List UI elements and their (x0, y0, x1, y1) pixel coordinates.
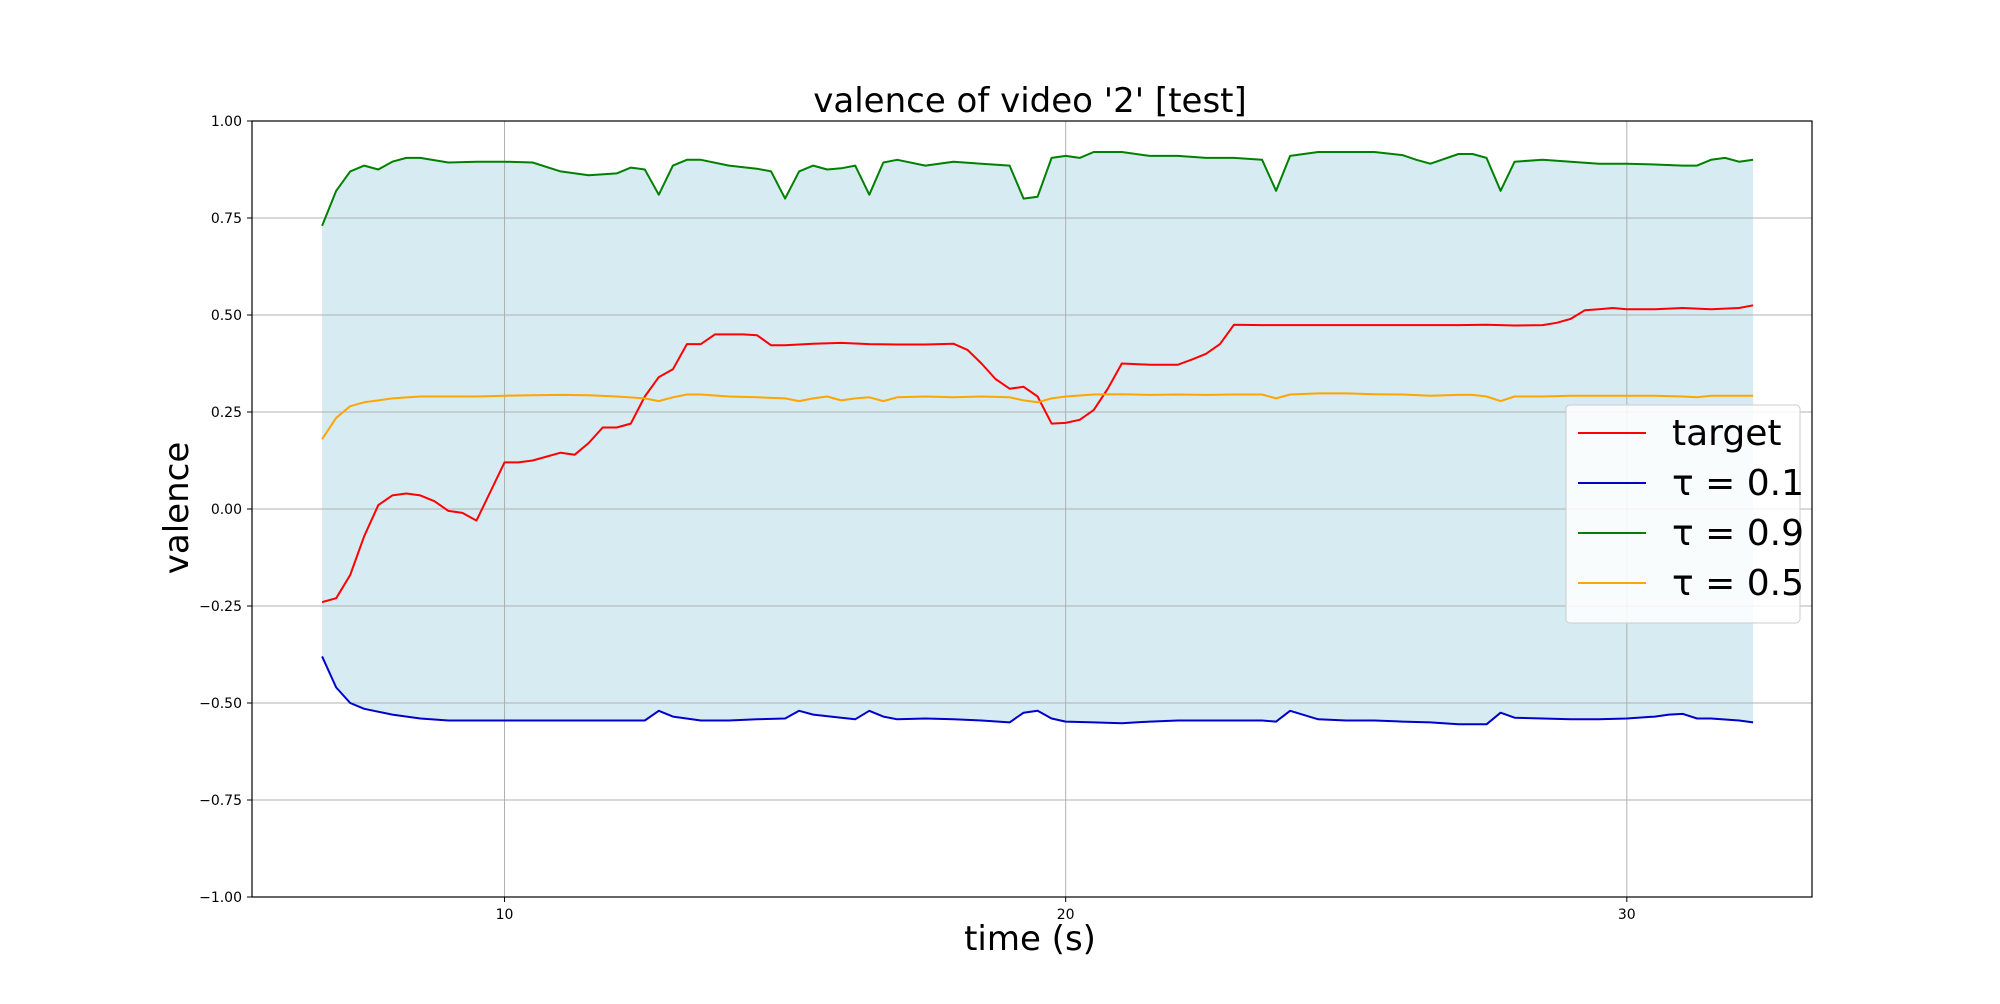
x-tick-label: 30 (1618, 907, 1636, 923)
legend-entry-label: target (1672, 413, 1781, 454)
quantile-band (322, 152, 1754, 725)
legend-entry-label: τ = 0.9 (1672, 513, 1804, 554)
y-axis-title: valence (157, 442, 197, 574)
series-line-tau-01 (321, 655, 1754, 726)
x-tick-label: 10 (496, 907, 514, 923)
x-axis-title: time (s) (964, 919, 1096, 959)
legend-box (1565, 404, 1801, 624)
legend: target τ = 0.1 τ = 0.9 τ = 0.5 (1565, 404, 1804, 624)
y-tick-label: −0.50 (199, 696, 242, 712)
y-tick-label: 0.25 (211, 405, 242, 421)
legend-entry-label: τ = 0.1 (1672, 463, 1804, 504)
y-tick-label: −0.25 (199, 599, 242, 615)
y-tick-label: −0.75 (199, 793, 242, 809)
chart-title: valence of video '2' [test] (813, 81, 1247, 121)
y-tick-label: 0.00 (211, 502, 242, 518)
series-line-tau-05 (321, 392, 1754, 440)
y-tick-label: −1.00 (199, 890, 242, 906)
x-tick-label: 20 (1057, 907, 1075, 923)
series-line-tau-09 (321, 151, 1754, 227)
series-line-target (321, 304, 1754, 604)
y-tick-label: 1.00 (211, 114, 242, 130)
legend-entry-label: τ = 0.5 (1672, 563, 1804, 604)
y-tick-label: 0.50 (211, 308, 242, 324)
y-tick-label: 0.75 (211, 211, 242, 227)
